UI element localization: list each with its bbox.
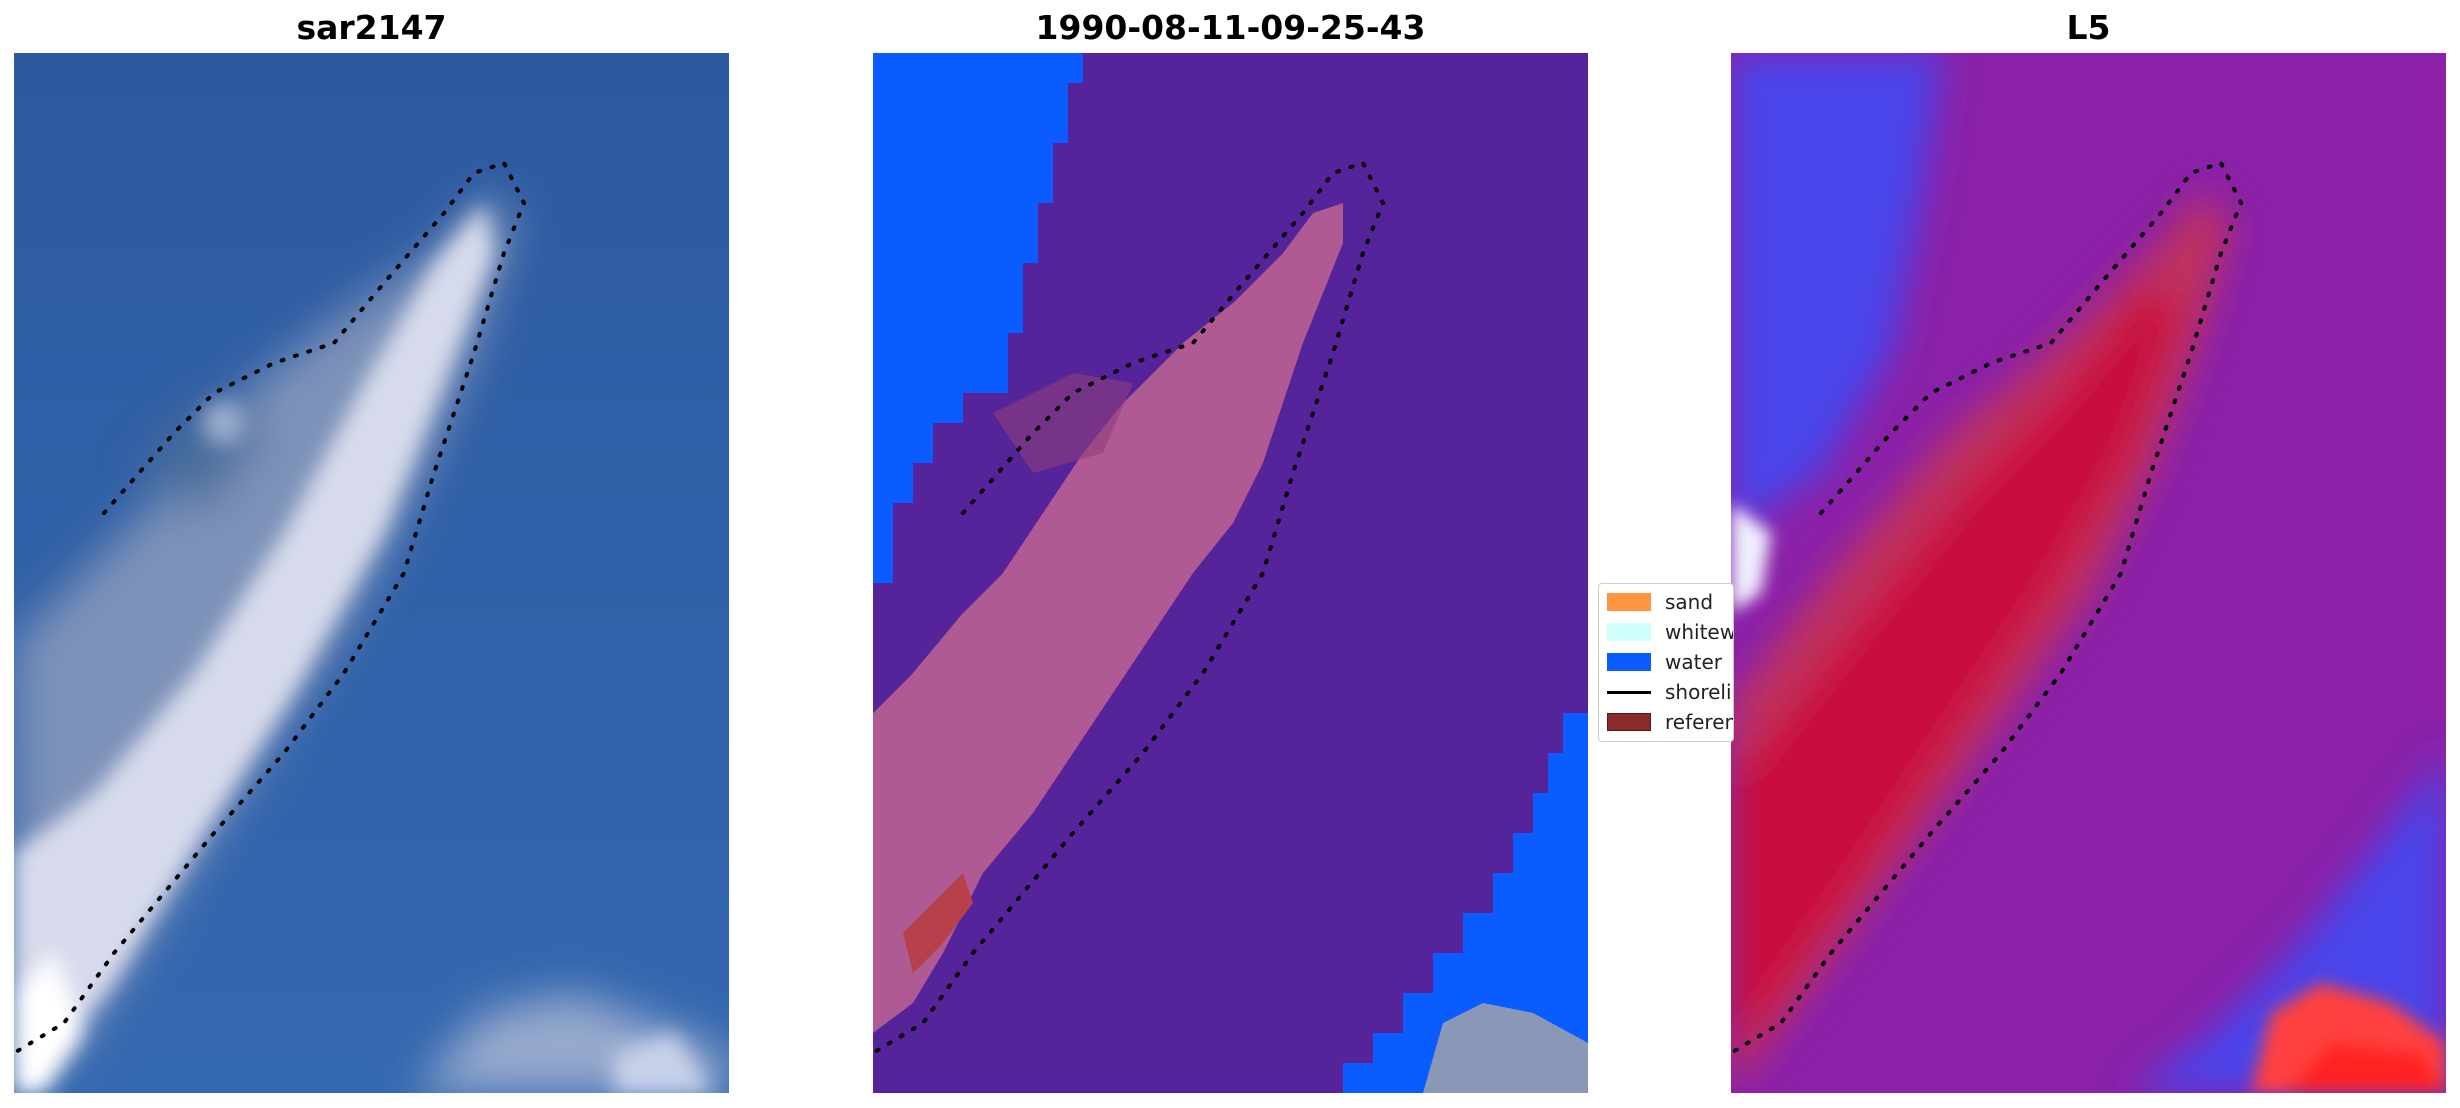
water-region-top-left (873, 53, 1083, 583)
shoreline-line-icon (1607, 690, 1651, 694)
legend-item-shoreline: shoreline (1607, 677, 1733, 707)
shoreline-trace-3 (1731, 160, 2244, 1055)
index-image-panel (1731, 53, 2446, 1093)
legend-label-water: water (1665, 650, 1722, 674)
classified-image (873, 53, 1588, 1093)
panel-title-rgb: sar2147 (296, 8, 447, 47)
legend-item-reference-buffer: reference shoreline buffer (1607, 707, 1733, 737)
shoreline-trace-1 (14, 160, 527, 1055)
rgb-image-panel (14, 53, 729, 1093)
panel-title-mndwi: L5 (2066, 8, 2111, 47)
classified-image-panel (873, 53, 1588, 1093)
whitewater-swatch-icon (1607, 623, 1651, 641)
water-region-bottom-right (1343, 713, 1588, 1093)
legend-item-water: water (1607, 647, 1722, 677)
index-image (1731, 53, 2446, 1093)
panel-title-classified: 1990-08-11-09-25-43 (1035, 8, 1426, 47)
shoreline-trace-2 (873, 160, 1386, 1055)
legend-label-shoreline: shoreline (1665, 680, 1733, 704)
legend-label-sand: sand (1665, 590, 1714, 614)
water-swatch-icon (1607, 653, 1651, 671)
legend-label-reference-buffer: reference shoreline buffer (1665, 710, 1733, 734)
sand-swatch-icon (1607, 593, 1651, 611)
reference-buffer-swatch-icon (1607, 713, 1651, 731)
sand-region (873, 203, 1343, 1033)
legend-item-sand: sand (1607, 587, 1713, 617)
rgb-image (14, 53, 729, 1093)
